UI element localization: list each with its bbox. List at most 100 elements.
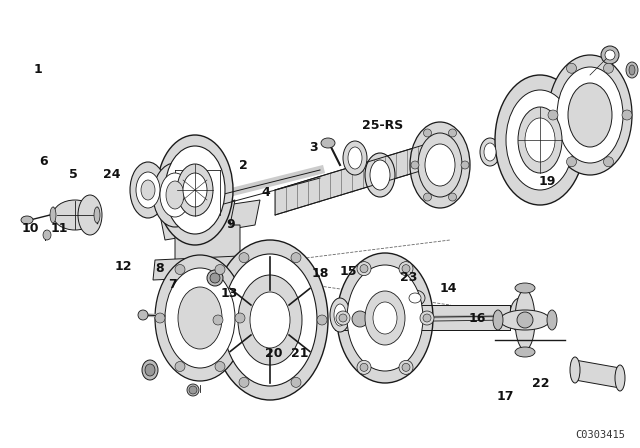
Ellipse shape [525,118,555,162]
Ellipse shape [518,107,562,173]
Ellipse shape [357,360,371,375]
Ellipse shape [348,147,362,169]
Ellipse shape [347,265,423,371]
Ellipse shape [410,122,470,208]
Ellipse shape [515,347,535,357]
Ellipse shape [517,312,533,328]
Ellipse shape [177,164,213,216]
Ellipse shape [160,173,190,217]
Ellipse shape [506,90,574,190]
Ellipse shape [239,377,249,388]
Ellipse shape [21,216,33,224]
Ellipse shape [399,360,413,375]
Ellipse shape [334,304,346,326]
Text: 18: 18 [311,267,329,280]
Text: 11: 11 [50,222,68,235]
Ellipse shape [238,275,302,365]
Ellipse shape [166,181,184,209]
Ellipse shape [568,83,612,147]
Text: 8: 8 [156,262,164,276]
Ellipse shape [343,141,367,175]
Ellipse shape [500,310,550,330]
Ellipse shape [291,253,301,263]
Ellipse shape [142,360,158,380]
Ellipse shape [411,161,419,169]
Text: 6: 6 [39,155,48,168]
Ellipse shape [629,65,635,75]
Text: 23: 23 [399,271,417,284]
Text: 1: 1 [34,63,43,76]
Text: 15: 15 [340,264,358,278]
Ellipse shape [321,138,335,148]
Ellipse shape [449,129,456,137]
Ellipse shape [250,292,290,348]
Ellipse shape [357,262,371,276]
Ellipse shape [360,363,368,371]
Polygon shape [275,140,440,215]
Ellipse shape [515,290,535,350]
Ellipse shape [336,311,350,325]
Text: 12: 12 [114,260,132,273]
Ellipse shape [566,157,577,167]
Ellipse shape [484,143,496,161]
Ellipse shape [424,129,431,137]
Ellipse shape [373,302,397,334]
Ellipse shape [183,173,207,207]
Ellipse shape [337,253,433,383]
Ellipse shape [141,180,155,200]
Ellipse shape [604,157,614,167]
Ellipse shape [622,110,632,120]
Text: 4: 4 [261,186,270,199]
Ellipse shape [136,172,160,208]
Ellipse shape [187,384,199,396]
Text: 25-RS: 25-RS [362,119,403,132]
Ellipse shape [352,311,368,327]
Ellipse shape [339,314,347,322]
Ellipse shape [157,135,233,245]
Ellipse shape [235,313,245,323]
Ellipse shape [53,200,97,230]
Ellipse shape [425,144,455,186]
Ellipse shape [570,357,580,383]
Ellipse shape [495,75,585,205]
Ellipse shape [493,310,503,330]
Ellipse shape [223,254,317,386]
Ellipse shape [317,315,327,325]
Ellipse shape [510,298,530,332]
Ellipse shape [189,386,197,394]
Text: 21: 21 [291,347,308,361]
Ellipse shape [330,298,350,332]
Ellipse shape [210,273,220,283]
Ellipse shape [418,133,462,197]
Ellipse shape [360,265,368,273]
Ellipse shape [402,265,410,273]
Ellipse shape [365,153,395,197]
Ellipse shape [557,67,623,163]
Ellipse shape [215,264,225,275]
Ellipse shape [515,283,535,293]
Ellipse shape [213,315,223,325]
Ellipse shape [291,377,301,388]
Text: 3: 3 [309,141,318,155]
Ellipse shape [399,262,413,276]
Ellipse shape [405,290,425,306]
Ellipse shape [480,138,500,166]
Text: 5: 5 [69,168,78,181]
Ellipse shape [423,314,431,322]
Ellipse shape [175,264,185,275]
Text: 9: 9 [226,217,235,231]
Polygon shape [175,200,240,275]
Ellipse shape [424,193,431,201]
Ellipse shape [548,110,558,120]
Ellipse shape [78,195,102,235]
Ellipse shape [566,63,577,73]
Ellipse shape [370,160,390,190]
Text: 20: 20 [265,347,283,361]
Text: 17: 17 [497,390,515,403]
Ellipse shape [155,255,245,381]
Ellipse shape [175,362,185,371]
Ellipse shape [165,146,225,234]
Ellipse shape [365,291,405,345]
Text: 2: 2 [239,159,248,172]
Polygon shape [160,200,260,240]
